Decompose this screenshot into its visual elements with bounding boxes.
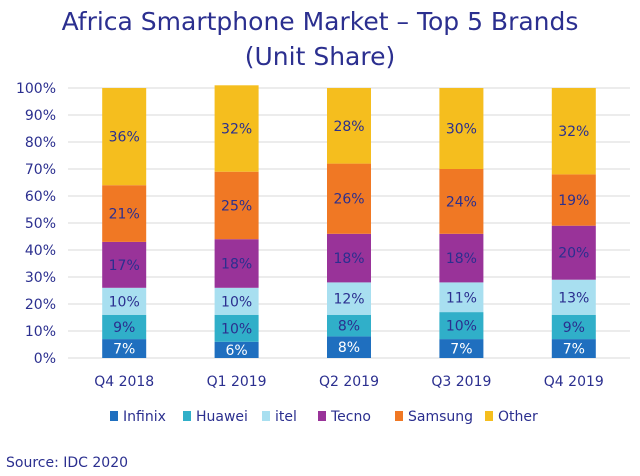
y-tick-label: 90% — [25, 108, 56, 124]
bar-segment-itel — [551, 279, 596, 315]
bar-segment-tecno — [551, 225, 596, 280]
bar-segment-itel — [214, 287, 259, 315]
data-label: 9% — [113, 320, 135, 336]
bar-segment-itel — [439, 282, 484, 313]
data-label: 11% — [446, 290, 477, 306]
bar-segment-itel — [102, 287, 147, 315]
y-tick-label: 30% — [25, 270, 56, 286]
bar-segment-samsung — [102, 185, 147, 242]
legend-swatch-infinix — [110, 411, 118, 421]
bar-segment-other — [551, 88, 596, 175]
data-label: 20% — [558, 246, 589, 262]
y-tick-label: 40% — [25, 243, 56, 259]
bar-segment-itel — [327, 282, 371, 315]
data-label: 7% — [450, 342, 472, 358]
data-label: 13% — [558, 290, 589, 306]
data-label: 12% — [333, 292, 364, 308]
source-note: Source: IDC 2020 — [6, 455, 129, 471]
data-label: 18% — [446, 251, 477, 267]
data-label: 21% — [109, 207, 140, 223]
data-label: 18% — [333, 251, 364, 267]
bar-segment-huawei — [214, 314, 259, 342]
x-tick-label: Q4 2018 — [94, 374, 154, 390]
bar-segment-infinix — [102, 339, 147, 358]
bar-segment-huawei — [102, 314, 147, 340]
bar-segment-infinix — [551, 339, 596, 358]
legend-swatch-other — [485, 411, 493, 421]
legend-label: Other — [498, 409, 538, 425]
data-label: 30% — [446, 122, 477, 138]
data-label: 10% — [221, 321, 252, 337]
data-label: 18% — [221, 257, 252, 273]
y-tick-label: 50% — [25, 216, 56, 232]
data-label: 26% — [333, 192, 364, 208]
bar-segment-other — [327, 88, 371, 164]
chart-subtitle: (Unit Share) — [244, 42, 396, 71]
chart-title: Africa Smartphone Market – Top 5 Brands — [61, 7, 579, 36]
y-tick-label: 20% — [25, 297, 56, 313]
bar-segment-huawei — [551, 314, 596, 340]
bar-segment-huawei — [439, 312, 484, 340]
data-label: 6% — [225, 343, 247, 359]
bar-segment-tecno — [102, 241, 147, 288]
bar-segment-huawei — [327, 314, 371, 337]
bar-segment-tecno — [439, 233, 484, 283]
bar-segment-infinix — [327, 336, 371, 358]
bar-segment-tecno — [214, 239, 259, 288]
bar-segment-samsung — [214, 171, 259, 240]
data-label: 7% — [563, 342, 585, 358]
legend-label: Tecno — [330, 409, 371, 425]
data-label: 10% — [109, 294, 140, 310]
bar-segment-other — [102, 88, 147, 186]
data-label: 10% — [446, 319, 477, 335]
bar-segment-tecno — [327, 233, 371, 283]
bar-segment-infinix — [214, 341, 259, 358]
y-tick-label: 0% — [34, 351, 56, 367]
y-tick-label: 70% — [25, 162, 56, 178]
data-label: 8% — [338, 340, 360, 356]
data-label: 10% — [221, 294, 252, 310]
x-tick-label: Q2 2019 — [319, 374, 379, 390]
legend-label: Huawei — [196, 409, 248, 425]
data-label: 36% — [109, 130, 140, 146]
data-label: 9% — [563, 320, 585, 336]
legend-label: Infinix — [123, 409, 166, 425]
x-tick-label: Q3 2019 — [431, 374, 491, 390]
bar-segment-other — [439, 88, 484, 169]
legend-swatch-itel — [262, 411, 270, 421]
legend-label: itel — [275, 409, 297, 425]
bar-segment-samsung — [327, 163, 371, 234]
data-label: 32% — [558, 124, 589, 140]
bar-segment-samsung — [551, 174, 596, 226]
legend-swatch-huawei — [183, 411, 191, 421]
bar-segment-other — [214, 85, 259, 172]
data-label: 19% — [558, 193, 589, 209]
x-tick-label: Q1 2019 — [207, 374, 267, 390]
x-tick-label: Q4 2019 — [544, 374, 604, 390]
data-label: 8% — [338, 319, 360, 335]
data-label: 24% — [446, 194, 477, 210]
legend-swatch-tecno — [318, 411, 326, 421]
y-tick-label: 10% — [25, 324, 56, 340]
data-label: 25% — [221, 198, 252, 214]
bar-segment-samsung — [439, 169, 484, 234]
y-tick-label: 100% — [16, 81, 56, 97]
bar-segment-infinix — [439, 339, 484, 358]
data-label: 28% — [333, 119, 364, 135]
legend-swatch-samsung — [395, 411, 403, 421]
data-label: 32% — [221, 122, 252, 138]
y-tick-label: 60% — [25, 189, 56, 205]
y-tick-label: 80% — [25, 135, 56, 151]
data-label: 7% — [113, 342, 135, 358]
legend-label: Samsung — [408, 409, 473, 425]
data-label: 17% — [109, 258, 140, 274]
